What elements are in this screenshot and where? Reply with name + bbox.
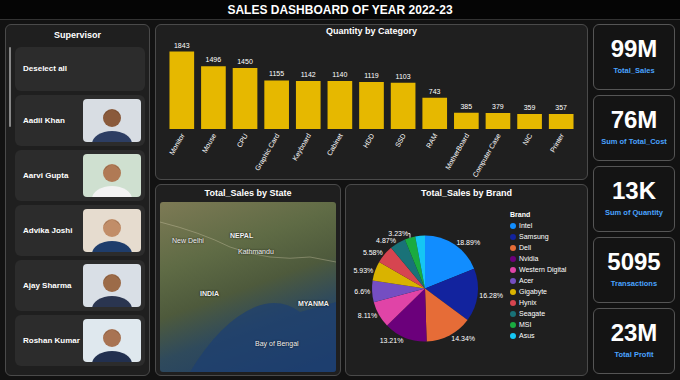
html-text:Sum of Total_Cost: Sum of Total_Cost	[601, 137, 667, 146]
html-text:INDIA: INDIA	[200, 290, 220, 297]
html-text:Sum of Quantity: Sum of Quantity	[605, 208, 663, 217]
html-text:23M: 23M	[610, 319, 658, 346]
svg-text:Computer Case: Computer Case	[471, 132, 502, 179]
html-text:13K: 13K	[612, 177, 656, 204]
svg-text:Monitor: Monitor	[168, 132, 186, 156]
html-text:Aarvi Gupta: Aarvi Gupta	[23, 171, 69, 180]
svg-text:359: 359	[524, 104, 536, 111]
svg-text:RAM: RAM	[425, 132, 439, 149]
svg-text:14.34%: 14.34%	[451, 335, 475, 342]
html-text:Acer: Acer	[519, 277, 534, 284]
svg-text:1140: 1140	[332, 71, 347, 78]
html-text:Seagate: Seagate	[519, 310, 546, 317]
svg-text:SSD: SSD	[394, 132, 407, 148]
html-text:MSI: MSI	[519, 321, 532, 328]
html-text:Total Profit: Total Profit	[614, 350, 654, 359]
svg-text:3.23%: 3.23%	[388, 230, 408, 237]
svg-text:HDD: HDD	[362, 132, 376, 149]
html-text:Transactions: Transactions	[610, 279, 658, 288]
html-text:Supervisor: Supervisor	[54, 30, 101, 40]
svg-text:MotherBoard: MotherBoard	[444, 132, 470, 171]
html-text:Aadil Khan: Aadil Khan	[23, 116, 65, 125]
html-text:Deselect all: Deselect all	[23, 64, 67, 73]
svg-text:385: 385	[460, 103, 472, 110]
html-text:NEPAL: NEPAL	[230, 232, 254, 239]
html-text:76M: 76M	[610, 106, 658, 133]
html-text:Hynix: Hynix	[519, 299, 537, 306]
svg-text:1155: 1155	[269, 70, 284, 77]
html-text:Ajay Sharma: Ajay Sharma	[23, 281, 72, 290]
svg-text:5.58%: 5.58%	[363, 249, 383, 256]
html-text:Gigabyte: Gigabyte	[519, 288, 547, 295]
html-text:Brand: Brand	[510, 211, 531, 218]
html-text:Samsung: Samsung	[519, 233, 549, 240]
svg-text:357: 357	[555, 104, 567, 111]
svg-text:6.6%: 6.6%	[354, 288, 370, 295]
svg-text:13.21%: 13.21%	[380, 337, 404, 344]
svg-text:743: 743	[429, 88, 441, 95]
svg-text:18.89%: 18.89%	[456, 239, 480, 246]
svg-text:1843: 1843	[174, 42, 190, 49]
svg-text:Quantity by Category: Quantity by Category	[326, 26, 417, 36]
svg-text:4.87%: 4.87%	[376, 237, 396, 244]
svg-text:16.28%: 16.28%	[479, 292, 503, 299]
html-text:Kathmandu: Kathmandu	[238, 248, 274, 255]
svg-text:Cabinet: Cabinet	[326, 132, 344, 156]
svg-text:CPU: CPU	[235, 132, 248, 148]
html-text:Total_Sales: Total_Sales	[613, 66, 655, 75]
svg-text:NIC: NIC	[521, 132, 533, 146]
svg-text:Mouse: Mouse	[201, 132, 218, 154]
svg-text:379: 379	[492, 103, 504, 110]
html-text:New Delhi: New Delhi	[172, 237, 204, 244]
html-text:Dell: Dell	[519, 244, 532, 251]
svg-text:1142: 1142	[301, 71, 316, 78]
html-text:Nvidia: Nvidia	[519, 255, 539, 262]
svg-text:Printer: Printer	[549, 132, 566, 154]
html-text:MYANMA: MYANMA	[298, 300, 329, 307]
svg-text:1450: 1450	[237, 58, 253, 65]
html-text:Advika Joshi: Advika Joshi	[23, 226, 73, 235]
html-text:Roshan Kumar: Roshan Kumar	[23, 336, 80, 345]
html-text:Total_Sales by Brand: Total_Sales by Brand	[421, 188, 512, 198]
svg-text:5.93%: 5.93%	[353, 267, 373, 274]
html-text:Western Digital: Western Digital	[519, 266, 567, 273]
html-text:Bay of Bengal: Bay of Bengal	[255, 340, 299, 347]
html-text:5095: 5095	[607, 248, 661, 275]
svg-text:1119: 1119	[364, 72, 379, 79]
svg-text:Keyboard: Keyboard	[291, 132, 313, 162]
svg-text:8.11%: 8.11%	[358, 312, 377, 319]
svg-text:Graphic Card: Graphic Card	[254, 132, 282, 172]
html-text:Intel: Intel	[519, 222, 533, 229]
html-text:99M: 99M	[610, 35, 658, 62]
html-text:Total_Sales by State: Total_Sales by State	[204, 188, 292, 198]
svg-text:1496: 1496	[206, 56, 222, 63]
html-text:SALES DASHBOARD OF YEAR 2022-2: SALES DASHBOARD OF YEAR 2022-23	[227, 3, 453, 17]
svg-text:1103: 1103	[396, 73, 411, 80]
html-text:Asus: Asus	[519, 332, 535, 339]
